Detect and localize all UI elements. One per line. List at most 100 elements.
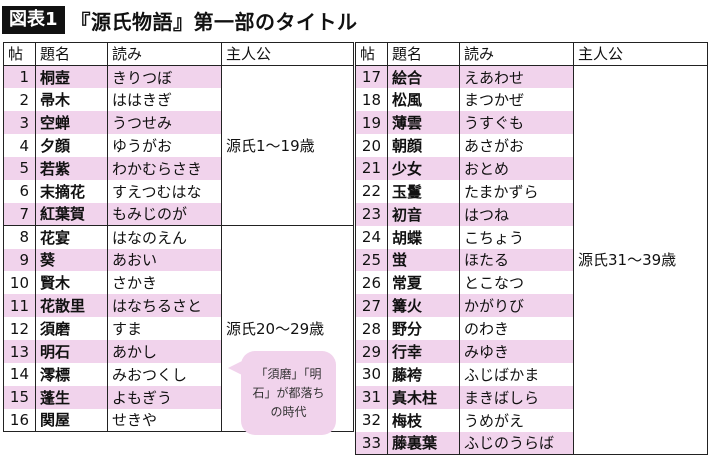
chapter-reading: よもぎう <box>107 385 222 409</box>
protagonist-cell: 源氏1～19歳 <box>221 64 354 227</box>
chapter-title: 初音 <box>387 202 460 226</box>
chapter-title: 夕顔 <box>35 134 108 157</box>
table-row: 23 初音 はつね <box>355 202 708 226</box>
chapter-number: 16 <box>3 408 36 433</box>
table-row: 2 帚木 ははきぎ <box>3 88 354 112</box>
chapter-number: 14 <box>3 362 36 386</box>
table-row: 10 賢木 さかき <box>3 271 354 295</box>
table-row: 4 夕顔 ゆうがお <box>3 134 354 157</box>
table-header-row: 帖 題名 読み 主人公 <box>3 42 354 66</box>
chapter-title: 紅葉賀 <box>35 202 108 227</box>
table-row: 25 蛍ほたる <box>355 248 708 272</box>
chapter-title: 桐壺 <box>35 65 108 89</box>
table-row: 20 朝顔 あさがお <box>355 134 708 157</box>
table-row: 12 須磨 すま <box>3 317 354 341</box>
chapter-title: 空蝉 <box>35 111 108 135</box>
chapter-reading: ふじのうらば <box>459 431 574 456</box>
chapter-title: 胡蝶 <box>387 225 460 249</box>
chapter-reading: はなのえん <box>107 225 222 249</box>
chapter-number: 7 <box>3 202 36 227</box>
table-row: 19 薄雲 うすぐも <box>355 111 708 135</box>
chapter-reading: あさがお <box>459 134 574 157</box>
chapter-number: 27 <box>355 294 388 318</box>
chapter-reading: ははきぎ <box>107 88 222 112</box>
table-row: 32 梅枝 うめがえ <box>355 408 708 432</box>
chapter-number: 20 <box>355 134 388 157</box>
chapter-title: 末摘花 <box>35 179 108 203</box>
chapter-reading: すま <box>107 317 222 341</box>
chapter-reading: とこなつ <box>459 271 574 295</box>
chapter-title: 朝顔 <box>387 134 460 157</box>
chapter-title: 帚木 <box>35 88 108 112</box>
chapter-title: 梅枝 <box>387 408 460 432</box>
chapter-reading: たまかずら <box>459 179 574 203</box>
chapter-reading: うつせみ <box>107 111 222 135</box>
chapter-number: 29 <box>355 340 388 363</box>
chapter-reading: うすぐも <box>459 111 574 135</box>
chapter-title: 花散里 <box>35 294 108 318</box>
chapter-reading: はつね <box>459 202 574 226</box>
table-row: 33 藤裏葉 ふじのうらば <box>355 431 708 456</box>
chapter-title: 須磨 <box>35 317 108 341</box>
chapter-number: 30 <box>355 362 388 386</box>
column-header-chapter: 帖 <box>3 42 36 66</box>
chapter-title: 行幸 <box>387 340 460 363</box>
column-header-protagonist: 主人公 <box>221 42 354 66</box>
chapter-number: 28 <box>355 317 388 341</box>
table-row: 22 玉鬘 たまかずら <box>355 179 708 203</box>
chapter-title: 薄雲 <box>387 111 460 135</box>
chapter-reading: はなちるさと <box>107 294 222 318</box>
chapter-reading: あかし <box>107 340 222 363</box>
chapter-reading: わかむらさき <box>107 156 222 180</box>
page-title: 『源氏物語』第一部のタイトル <box>70 9 358 34</box>
chapter-reading: もみじのが <box>107 202 222 227</box>
chapter-title: 真木柱 <box>387 385 460 409</box>
chapter-number: 2 <box>3 88 36 112</box>
chapter-number: 17 <box>355 65 388 89</box>
chapter-title: 松風 <box>387 88 460 112</box>
table-row: 9 葵あおい <box>3 248 354 272</box>
table-row: 6 末摘花 すえつむはな <box>3 179 354 203</box>
chapter-reading: せきや <box>107 408 222 433</box>
chapter-number: 25 <box>355 248 388 272</box>
chapter-number: 15 <box>3 385 36 409</box>
chapter-reading: のわき <box>459 317 574 341</box>
title-bar: 図表1 『源氏物語』第一部のタイトル <box>0 0 358 40</box>
chapter-reading: まつかぜ <box>459 88 574 112</box>
table-row: 21 少女 おとめ <box>355 156 708 180</box>
table-row: 13 明石 あかし <box>3 340 354 363</box>
table-row: 5 若紫 わかむらさき <box>3 156 354 180</box>
column-header-reading: 読み <box>107 42 222 66</box>
protagonist-cell: 源氏31～39歳 <box>573 64 708 456</box>
column-header-name: 題名 <box>35 42 108 66</box>
table-row: 11 花散里 はなちるさと <box>3 294 354 318</box>
callout-note: 「須磨」「明石」が都落ちの時代 <box>241 351 336 435</box>
chapter-title: 蓬生 <box>35 385 108 409</box>
table-row: 1 桐壺 きりつぼ 源氏1～19歳 <box>3 64 354 227</box>
table-row: 16 関屋 せきや <box>3 408 354 433</box>
chapter-reading: えあわせ <box>459 65 574 89</box>
chapter-number: 18 <box>355 88 388 112</box>
chapter-title: 賢木 <box>35 271 108 295</box>
column-header-protagonist: 主人公 <box>573 42 708 66</box>
chapter-reading: うめがえ <box>459 408 574 432</box>
table-row: 15 蓬生 よもぎう <box>3 385 354 409</box>
chapter-title: 関屋 <box>35 408 108 433</box>
chapter-reading: すえつむはな <box>107 179 222 203</box>
chapter-number: 1 <box>3 65 36 89</box>
chapter-title: 澪標 <box>35 362 108 386</box>
chapter-title: 若紫 <box>35 156 108 180</box>
chapter-title: 明石 <box>35 340 108 363</box>
callout-text: 「須磨」「明石」が都落ちの時代 <box>252 366 325 419</box>
chapter-title: 野分 <box>387 317 460 341</box>
chapter-number: 21 <box>355 156 388 180</box>
chapter-number: 26 <box>355 271 388 295</box>
column-header-reading: 読み <box>459 42 574 66</box>
chapter-number: 3 <box>3 111 36 135</box>
chapter-reading: さかき <box>107 271 222 295</box>
chapter-title: 花宴 <box>35 225 108 249</box>
chapter-number: 19 <box>355 111 388 135</box>
chapter-number: 24 <box>355 225 388 249</box>
table-row: 18 松風 まつかぜ <box>355 88 708 112</box>
chapter-reading: きりつぼ <box>107 65 222 89</box>
